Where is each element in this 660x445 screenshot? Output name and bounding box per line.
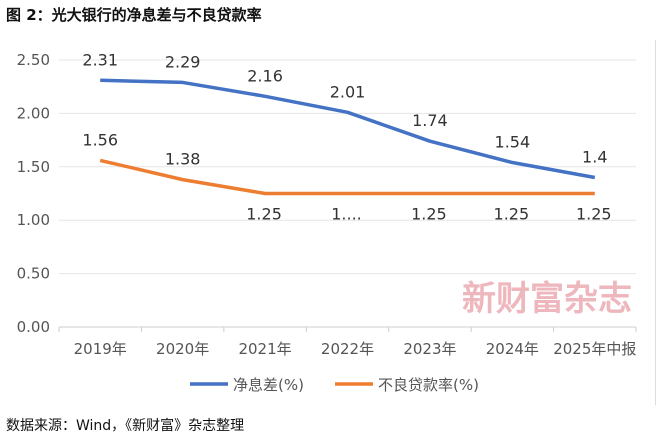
- data-label: 2.16: [247, 66, 283, 85]
- y-tick-label: 1.50: [17, 158, 50, 176]
- data-label: 2.29: [165, 52, 201, 71]
- data-label: 1.4: [582, 147, 607, 166]
- data-label: 2.01: [330, 82, 366, 101]
- legend-label: 净息差(%): [233, 376, 304, 394]
- y-tick-label: 2.00: [17, 104, 50, 122]
- data-label: 1....: [331, 205, 362, 224]
- x-tick-label: 2023年: [403, 340, 456, 358]
- chart-frame: [4, 40, 656, 405]
- series-line-0: [100, 78, 596, 180]
- data-label: 2.31: [82, 50, 118, 69]
- y-tick-label: 1.00: [17, 211, 50, 229]
- x-tick-label: 2024年: [486, 340, 539, 358]
- data-label: 1.38: [165, 150, 201, 169]
- chart-title: 图 2：光大银行的净息差与不良贷款率: [6, 6, 262, 24]
- x-tick-label: 2020年: [156, 340, 209, 358]
- data-label: 1.25: [576, 205, 612, 224]
- data-label: 1.74: [412, 111, 448, 130]
- data-label: 1.25: [246, 205, 282, 224]
- data-label: 1.25: [494, 205, 530, 224]
- y-tick-label: 0.00: [17, 318, 50, 336]
- source-note: 数据来源：Wind，《新财富》杂志整理: [6, 418, 245, 434]
- data-label: 1.54: [495, 133, 531, 152]
- series-line-1: [99, 158, 595, 196]
- x-tick-label: 2021年: [238, 340, 291, 358]
- data-label: 1.56: [82, 130, 118, 149]
- x-tick-label: 2022年: [321, 340, 374, 358]
- data-label: 1.25: [411, 205, 447, 224]
- y-tick-label: 2.50: [17, 51, 50, 69]
- x-tick-label: 2019年: [74, 340, 127, 358]
- legend-label: 不良贷款率(%): [378, 376, 479, 394]
- y-tick-label: 0.50: [17, 265, 50, 283]
- x-tick-label: 2025年中报: [553, 340, 636, 358]
- watermark: 新财富杂志: [462, 279, 632, 319]
